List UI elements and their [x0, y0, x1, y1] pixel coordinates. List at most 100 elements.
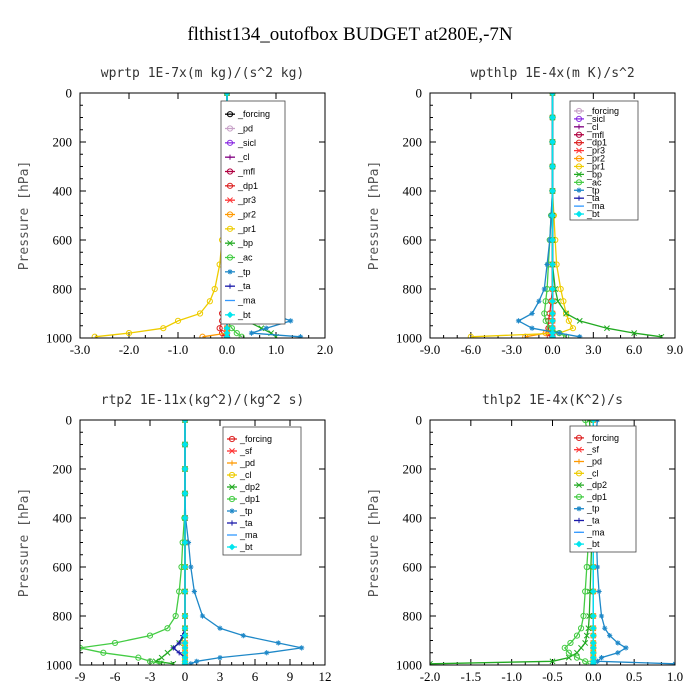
data-point — [181, 612, 189, 620]
y-axis-label: Pressure [hPa] — [17, 161, 32, 271]
y-tick-label: 400 — [53, 511, 73, 526]
legend-label: _tp — [586, 185, 600, 195]
data-point — [583, 632, 590, 639]
legend-marker — [576, 458, 582, 465]
x-tick-label: 9.0 — [667, 342, 683, 357]
legend-label: _ta — [239, 518, 253, 528]
legend-label: _tp — [239, 506, 253, 516]
data-point — [174, 317, 182, 324]
legend-marker — [575, 540, 583, 548]
data-point — [590, 588, 597, 595]
data-point — [217, 625, 223, 631]
y-tick-label: 600 — [403, 560, 423, 575]
legend-label: _forcing — [586, 433, 619, 443]
y-tick-label: 800 — [403, 282, 423, 297]
data-point — [549, 333, 556, 338]
data-point — [146, 632, 154, 639]
legend-marker — [575, 210, 583, 218]
legend-marker — [576, 446, 582, 453]
y-tick-label: 0 — [66, 413, 73, 428]
legend-label: _bt — [586, 539, 600, 549]
data-point — [297, 334, 304, 338]
x-tick-label: -1.0 — [501, 669, 522, 684]
legend: _forcing _pd _sicl _cl _mfl _dp1 _pr3 _pr2 _pr1 _… — [220, 100, 286, 325]
data-point — [585, 625, 592, 632]
data-point — [170, 660, 177, 665]
data-point — [577, 625, 585, 632]
data-point — [191, 588, 197, 595]
data-point — [164, 625, 171, 632]
data-point — [615, 650, 621, 656]
x-tick-label: -6 — [110, 669, 121, 684]
data-point — [549, 285, 556, 293]
legend-label: _pr3 — [237, 195, 256, 205]
y-tick-label: 800 — [403, 609, 423, 624]
legend-label: _cl — [237, 152, 250, 162]
data-point — [549, 236, 556, 244]
legend-label: _cl — [239, 470, 252, 480]
data-point — [577, 334, 583, 338]
legend-label: _mfl — [586, 130, 604, 140]
legend-label: _ta — [237, 281, 251, 291]
legend-marker — [575, 493, 583, 500]
data-point — [554, 298, 561, 305]
data-point — [111, 639, 119, 647]
data-point — [565, 649, 572, 656]
data-point — [586, 613, 593, 619]
legend-marker — [226, 182, 234, 189]
data-point — [573, 632, 581, 639]
legend-label: _ma — [237, 296, 256, 306]
data-point — [181, 624, 189, 632]
y-tick-label: 0 — [66, 86, 73, 101]
legend-marker — [575, 434, 583, 441]
legend-marker — [228, 543, 236, 551]
data-point — [181, 441, 189, 448]
legend-label: _cl — [586, 122, 599, 132]
y-tick-label: 1000 — [396, 331, 422, 346]
legend-marker — [576, 171, 582, 178]
x-tick-label: 6.0 — [626, 342, 642, 357]
x-tick-label: -9 — [75, 669, 86, 684]
data-point — [583, 563, 590, 571]
data-point — [248, 330, 255, 336]
data-point — [217, 655, 223, 661]
data-point — [615, 640, 621, 646]
data-point — [573, 654, 581, 661]
data-point — [211, 285, 218, 293]
data-point — [590, 563, 597, 571]
legend-marker — [575, 107, 583, 115]
data-point — [233, 330, 240, 337]
legend-marker — [226, 254, 234, 261]
data-point — [181, 563, 189, 571]
panel-title: wpthlp 1E-4x(m K)/s^2 — [470, 66, 634, 81]
data-point — [288, 318, 294, 324]
legend: _forcing _sf _pd_cl _dp2 _dp1 _tp _ta_ma _bt — [569, 425, 637, 553]
legend: _forcing_sicl_cl_mfl_dp1_pr3_pr2_pr1_bp_… — [569, 100, 639, 221]
data-point — [536, 298, 542, 304]
x-tick-label: 0.0 — [585, 669, 601, 684]
figure-title: flthist134_outofbox BUDGET at280E,-7N — [187, 24, 513, 45]
panel-2: wpthlp 1E-4x(m K)/s^2 Pressure [hPa] -9.0 -… — [367, 66, 683, 357]
data-point — [576, 317, 583, 324]
legend-marker — [226, 311, 234, 319]
data-point — [188, 564, 194, 570]
panel-title: thlp2 1E-4x(K^2)/s — [482, 393, 623, 408]
data-point — [529, 325, 535, 331]
legend-label: _ta — [586, 193, 600, 203]
data-point — [467, 333, 474, 338]
x-tick-label: 0 — [182, 669, 189, 684]
legend-label: _tp — [586, 504, 600, 514]
legend-label: _bt — [239, 542, 253, 552]
legend-label: _dp1 — [586, 138, 607, 148]
data-point — [560, 298, 567, 305]
data-point — [594, 658, 601, 664]
y-tick-label: 800 — [53, 609, 73, 624]
data-point — [158, 654, 165, 661]
x-tick-label: 9 — [287, 669, 294, 684]
data-point — [549, 212, 556, 219]
data-point — [176, 650, 182, 656]
legend-label: _forcing — [586, 106, 619, 116]
legend-label: _pr1 — [237, 224, 256, 234]
x-tick-label: -1.5 — [461, 669, 482, 684]
data-point — [549, 310, 556, 317]
